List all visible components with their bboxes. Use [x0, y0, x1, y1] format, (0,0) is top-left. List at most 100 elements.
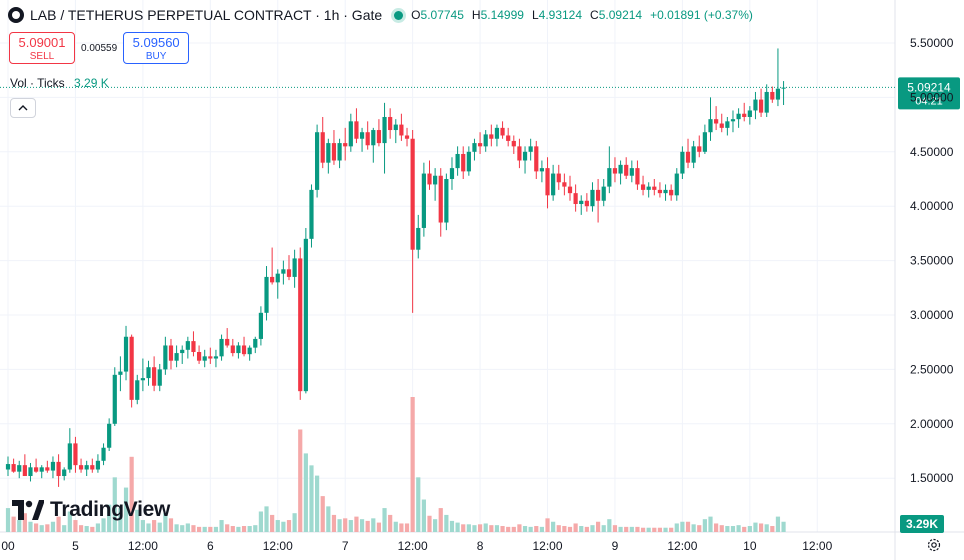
ohlc-open: O5.07745 — [411, 8, 464, 22]
candle-body — [680, 151, 685, 174]
volume-bar — [753, 522, 758, 532]
candle-body — [775, 88, 781, 100]
candle-body — [174, 353, 179, 361]
candle — [455, 146, 460, 176]
candle — [95, 454, 101, 473]
tradingview-logo-icon — [12, 500, 44, 520]
chevron-up-icon — [18, 105, 28, 111]
candle-body — [247, 347, 252, 355]
volume-bar — [680, 521, 685, 532]
candle-body — [764, 91, 769, 113]
volume-bar — [483, 523, 488, 532]
candle-body — [556, 173, 561, 183]
candle — [657, 182, 663, 198]
volume-bar — [725, 526, 730, 532]
candle — [5, 456, 11, 477]
candle — [359, 127, 365, 152]
candle — [213, 349, 219, 368]
candle — [601, 179, 606, 207]
candle-body — [500, 127, 505, 136]
time-tick-label: 12:00 — [802, 539, 832, 553]
candle-body — [84, 465, 89, 470]
time-tick-label: 7 — [342, 539, 349, 553]
candle-body — [275, 273, 280, 283]
candle-body — [674, 173, 679, 196]
candle — [185, 336, 190, 359]
candle — [11, 458, 16, 473]
settings-icon[interactable] — [926, 537, 942, 553]
candle — [753, 91, 758, 120]
candle-body — [22, 465, 27, 477]
volume-bar — [213, 526, 219, 532]
volume-bar — [326, 506, 331, 532]
candle — [736, 108, 741, 128]
volume-bar — [163, 513, 168, 532]
candle — [758, 88, 764, 117]
volume-bar — [168, 518, 174, 532]
volume-bar — [50, 521, 56, 532]
volume-bar — [618, 526, 623, 532]
candle-body — [376, 130, 382, 144]
volume-bar — [635, 526, 640, 532]
candle — [596, 179, 601, 223]
volume-bar — [315, 475, 320, 532]
volume-bar — [640, 527, 646, 532]
candle-body — [39, 467, 44, 472]
candle-body — [140, 378, 145, 381]
candle-body — [298, 258, 303, 392]
candle — [764, 84, 769, 117]
candle-body — [640, 184, 646, 190]
candle-body — [264, 276, 269, 313]
candle-body — [742, 113, 747, 117]
tradingview-watermark: TradingView — [12, 498, 170, 522]
candle — [781, 81, 786, 106]
volume-bars — [5, 397, 786, 532]
volume-bar — [455, 522, 460, 532]
candle-body — [416, 227, 421, 250]
sell-button[interactable]: 5.09001 SELL — [9, 32, 75, 64]
candle-body — [714, 119, 719, 124]
candle-body — [286, 269, 292, 277]
candle — [45, 460, 50, 473]
volume-bar — [691, 524, 696, 532]
candle — [747, 106, 752, 125]
volume-bar — [410, 397, 415, 532]
candle-body — [494, 127, 500, 139]
volume-bar — [5, 508, 11, 532]
volume-bar — [343, 518, 348, 532]
candle — [652, 179, 657, 196]
candle — [449, 157, 455, 190]
candle — [112, 367, 117, 426]
candle — [354, 108, 359, 144]
collapse-legend-button[interactable] — [10, 98, 36, 118]
candle — [607, 146, 612, 194]
candle-body — [483, 134, 488, 147]
volume-bar — [624, 526, 629, 532]
volume-badge-value: 3.29K — [906, 517, 938, 531]
volume-bar — [275, 520, 280, 532]
candle-body — [241, 345, 247, 355]
price-tick-label: 1.50000 — [910, 471, 954, 485]
candle — [444, 173, 449, 231]
volume-bar — [730, 526, 736, 532]
candle — [270, 247, 275, 285]
volume-bar — [742, 526, 747, 532]
candle-body — [90, 465, 95, 470]
volume-bar — [264, 506, 269, 532]
symbol-title[interactable]: LAB / TETHERUS PERPETUAL CONTRACT · 1h ·… — [30, 7, 383, 23]
volume-legend[interactable]: Vol · Ticks 3.29 K — [10, 76, 109, 90]
candle — [534, 140, 539, 179]
candle-body — [45, 467, 50, 471]
candle — [719, 113, 724, 133]
candle-body — [28, 467, 33, 477]
candle-body — [359, 132, 365, 139]
volume-bar — [140, 520, 145, 532]
buy-button[interactable]: 5.09560 BUY — [123, 32, 190, 64]
candle — [708, 97, 713, 141]
candle-body — [11, 464, 16, 472]
candle — [567, 175, 573, 201]
candle — [579, 195, 584, 215]
candle — [663, 184, 668, 201]
candle-body — [410, 138, 415, 250]
